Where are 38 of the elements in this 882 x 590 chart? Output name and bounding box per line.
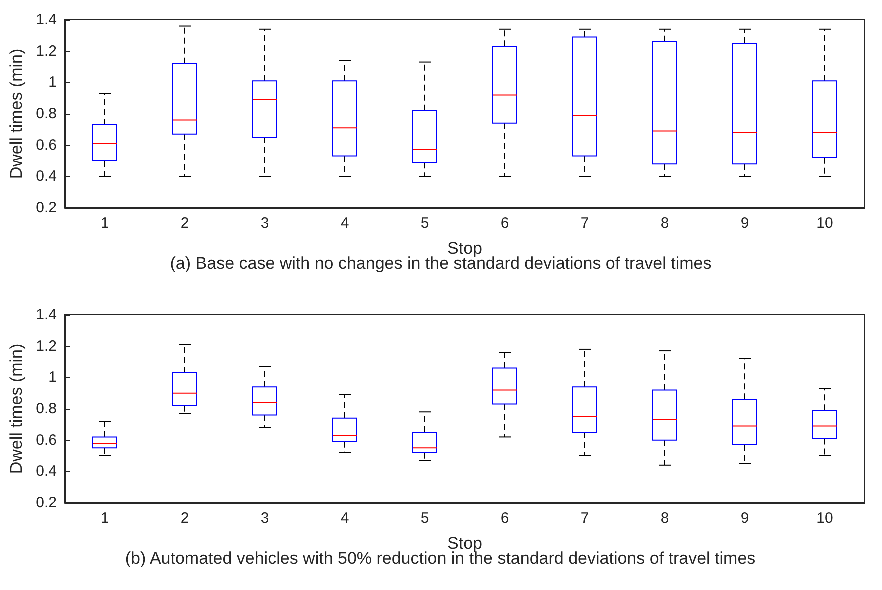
y-tick-label: 1	[48, 74, 57, 92]
y-tick-label: 0.8	[36, 106, 57, 122]
y-tick-label: 1.2	[36, 42, 57, 60]
x-tick-label: 5	[420, 215, 430, 232]
y-tick-label: 0.6	[36, 432, 57, 449]
y-tick-label: 1.4	[36, 12, 57, 28]
x-tick-label: 3	[260, 215, 270, 232]
x-tick-label: 4	[340, 215, 350, 232]
x-tick-label: 3	[260, 510, 270, 527]
y-axis-title: Dwell times (min)	[7, 344, 26, 474]
x-tick-label: 8	[660, 215, 670, 232]
x-tick-label: 10	[816, 215, 834, 232]
y-tick-label: 0.4	[36, 463, 57, 480]
y-tick-label: 0.2	[36, 200, 57, 216]
x-tick-label: 1	[100, 215, 110, 232]
y-tick-label: 0.6	[36, 136, 57, 154]
x-tick-label: 4	[340, 510, 350, 527]
y-tick-label: 1.2	[36, 338, 57, 355]
x-axis-title: Stop	[448, 534, 482, 553]
x-tick-label: 9	[740, 510, 750, 527]
x-tick-label: 6	[500, 510, 510, 527]
y-tick-label: 0.2	[36, 494, 57, 512]
x-tick-label: 7	[580, 510, 590, 527]
x-tick-label: 10	[816, 510, 834, 527]
y-axis-title: Dwell times (min)	[7, 48, 26, 180]
y-tick-label: 0.4	[36, 168, 57, 186]
y-tick-label: 0.8	[36, 400, 57, 418]
x-tick-label: 7	[580, 215, 590, 232]
x-axis-title: Stop	[448, 239, 482, 258]
y-tick-label: 1.4	[36, 306, 57, 324]
x-tick-label: 5	[420, 510, 430, 527]
x-tick-label: 2	[180, 510, 190, 527]
y-tick-label: 1	[48, 369, 57, 386]
x-tick-label: 1	[100, 510, 110, 527]
x-tick-label: 8	[660, 510, 670, 527]
x-tick-label: 2	[180, 215, 190, 232]
x-tick-label: 9	[740, 215, 750, 232]
x-tick-label: 6	[500, 215, 510, 232]
